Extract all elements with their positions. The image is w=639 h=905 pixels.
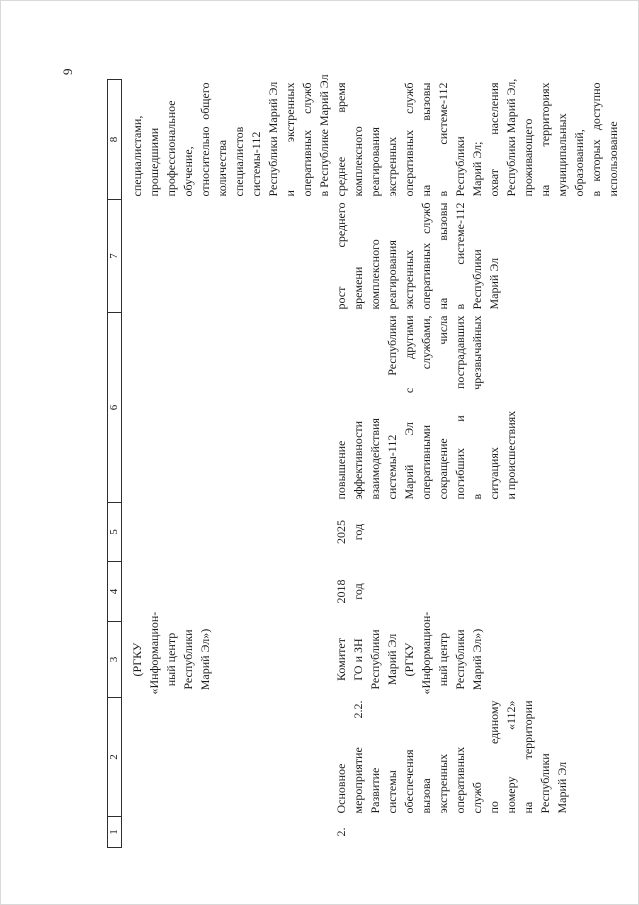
cell-r2-c3: Комитет ГО и ЗН Республики Марий Эл (РГКУ «Ин… <box>334 611 484 695</box>
col-header-5: 5 <box>107 502 122 562</box>
cell-r1-c6 <box>122 313 334 503</box>
table-row-measure-2: 2. Основное мероприятие 2.2. Развитие систе… <box>333 78 622 848</box>
cell-r2-c7: рост среднего времени комплексного реагиров… <box>334 202 501 310</box>
col-header-4: 4 <box>107 561 122 622</box>
col-header-6: 6 <box>107 312 122 503</box>
col-header-2: 2 <box>107 697 122 817</box>
cell-r2-c4: 2018 год <box>334 579 365 604</box>
cell-r1-c5 <box>122 503 334 562</box>
cell-r1-c8: специалистами, прошедшими профессиональное… <box>130 74 331 197</box>
table-row-continuation: (РГКУ «Информацион-ный центр Республики Мар… <box>122 74 334 848</box>
cell-r1-c2 <box>122 698 334 817</box>
page-number: 9 <box>60 68 75 76</box>
cell-r2-c1: 2. <box>334 827 348 837</box>
program-measures-table: 1 2 3 4 5 6 7 8 (РГКУ «Информацион-ный це… <box>107 74 622 848</box>
cell-r2-c6: повышение эффективности взаимодействия сист… <box>334 315 518 500</box>
cell-r1-c7 <box>122 200 334 313</box>
col-header-7: 7 <box>107 199 122 313</box>
col-header-3: 3 <box>107 621 122 698</box>
col-header-1: 1 <box>107 816 122 848</box>
col-header-8: 8 <box>107 79 122 200</box>
cell-r1-c1 <box>122 817 334 848</box>
cell-r1-c3: (РГКУ «Информацион-ный центр Республики Мар… <box>130 611 212 695</box>
cell-r2-c8: среднее время комплексного реагирования экс… <box>334 78 620 197</box>
cell-r2-c5: 2025 год <box>334 520 365 544</box>
column-number-header-row: 1 2 3 4 5 6 7 8 <box>107 79 122 848</box>
cell-r2-c2: Основное мероприятие 2.2. Развитие системы о… <box>334 700 569 814</box>
